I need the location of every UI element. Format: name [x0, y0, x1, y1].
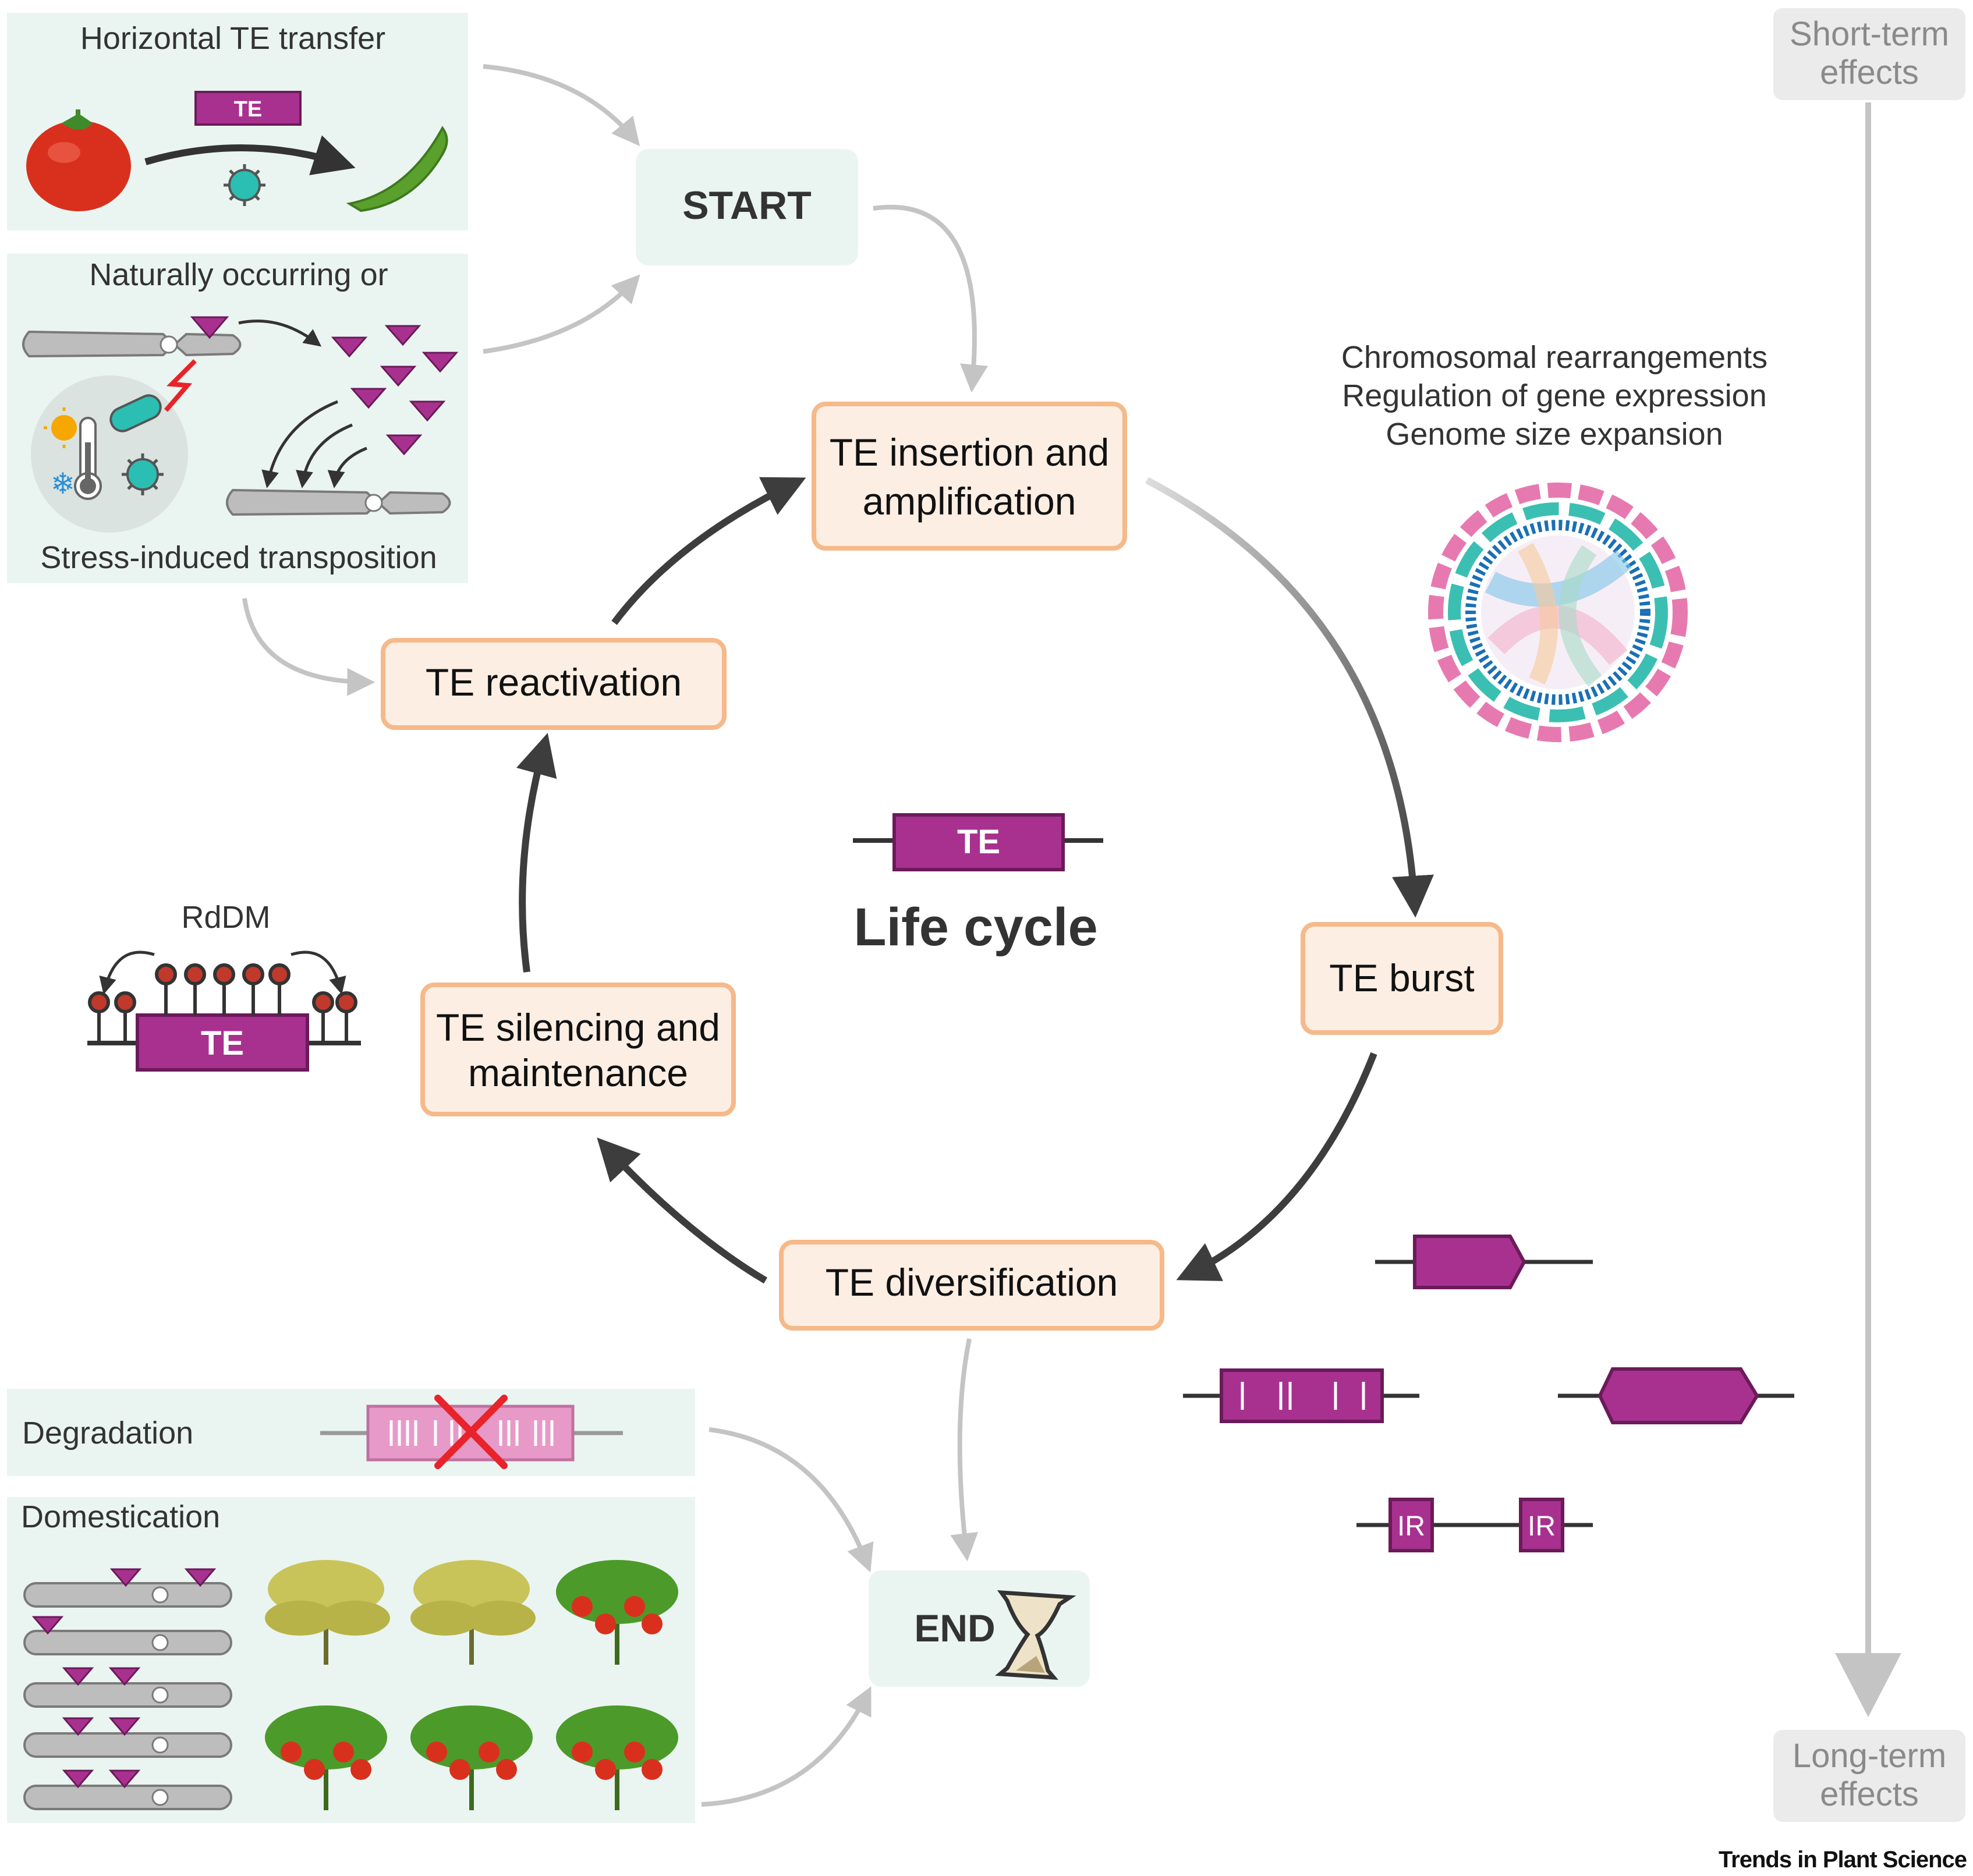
te-variant-mutated: [1183, 1368, 1419, 1423]
tomato-plant-icon: [265, 1705, 387, 1810]
stage-diversification: TE diversification: [779, 1240, 1164, 1331]
wilted-plant-icon: [265, 1560, 390, 1665]
te-copies: [331, 325, 459, 456]
long-term-line-1: Long-term: [1793, 1737, 1946, 1775]
silencing-line-1: TE silencing and: [436, 1006, 720, 1049]
spread-arrow-right: [291, 951, 346, 995]
end-node: END: [869, 1570, 1090, 1687]
short-term-box: [1773, 8, 1965, 100]
virus-icon: [224, 164, 265, 206]
te-variant-inverted-repeats: IR IR: [1356, 1498, 1593, 1552]
arrow-burst-to-diversification: [1176, 1052, 1377, 1281]
bacterium-icon: [109, 394, 162, 432]
rddm-te-element: [136, 1013, 309, 1072]
domestication-label: Domestication: [21, 1499, 220, 1534]
centromeres: [151, 1586, 169, 1806]
insertion-arrows: [261, 400, 367, 488]
domesticated-te-insertions: [31, 1568, 217, 1789]
timeline-arrowhead: [1835, 1653, 1901, 1717]
arrow-silencing-to-reactivation: [516, 733, 557, 973]
cross-icon: [434, 1395, 508, 1469]
horizontal-transfer-panel: Horizontal TE transfer TE: [7, 13, 468, 230]
long-term-line-2: effects: [1820, 1775, 1919, 1813]
life-cycle-title: Life cycle: [853, 898, 1097, 957]
chromosome-icon: [22, 316, 242, 358]
start-label: START: [682, 183, 812, 228]
sun-icon: [44, 407, 84, 448]
stage-insertion: TE insertion and amplification: [812, 402, 1127, 551]
center-te-label: TE: [957, 823, 1000, 861]
long-term-box: [1773, 1730, 1965, 1822]
horizontal-transfer-title: Horizontal TE transfer: [80, 21, 385, 56]
circos-plot-icon: [1428, 483, 1688, 742]
rddm-te-label: TE: [201, 1024, 244, 1062]
start-node: START: [636, 149, 858, 265]
virus-icon: [122, 453, 164, 495]
ir-label-right: IR: [1528, 1511, 1556, 1542]
cycle-arrows: [516, 477, 1434, 1284]
te-variant-truncated: [1375, 1235, 1593, 1289]
tomato-plant-icon: [556, 1560, 678, 1665]
transfer-te-label: TE: [234, 97, 263, 122]
insertion-line-1: TE insertion and: [830, 431, 1110, 474]
stage-burst: TE burst: [1301, 922, 1503, 1035]
methylation-marks: [88, 963, 357, 1043]
effect-line: Chromosomal rearrangements: [1341, 340, 1767, 375]
excision-arrow: [238, 320, 322, 347]
insertion-line-2: amplification: [863, 480, 1076, 523]
burst-label: TE burst: [1329, 956, 1474, 999]
stage-silencing: TE silencing and maintenance: [420, 983, 736, 1116]
ir-label-left: IR: [1397, 1511, 1425, 1542]
spread-arrow-left: [99, 951, 155, 995]
chromosome-stack: [23, 1582, 232, 1810]
stress-title-bottom: Stress-induced transposition: [40, 540, 437, 575]
rddm-illustration: RdDM TE: [87, 900, 361, 1072]
wilted-plant-icon: [410, 1560, 536, 1665]
pea-pod-icon: [346, 126, 448, 212]
tomato-plant-icon: [556, 1705, 678, 1810]
chromosome-icon: [226, 488, 451, 516]
hourglass-icon: [995, 1590, 1076, 1680]
end-label: END: [914, 1607, 995, 1650]
arrow-reactivation-to-insertion: [611, 477, 806, 625]
stress-background: [31, 375, 188, 533]
short-term-line-1: Short-term: [1790, 15, 1949, 53]
effect-line: Regulation of gene expression: [1342, 378, 1767, 413]
effect-line: Genome size expansion: [1386, 417, 1723, 452]
transfer-arrow: [144, 135, 356, 176]
tomato-icon: [26, 109, 131, 211]
start-box: [636, 149, 858, 265]
lightning-icon: [164, 359, 197, 412]
stress-panel: Naturally occurring or: [7, 254, 468, 583]
snowflake-icon: ❄: [51, 467, 75, 500]
rddm-label: RdDM: [181, 900, 270, 935]
te-variant-elongated: [1558, 1367, 1794, 1424]
silencing-line-2: maintenance: [468, 1051, 688, 1094]
timeline: Short-term effects Long-term effects: [1773, 8, 1965, 1822]
degradation-panel: Degradation: [7, 1389, 695, 1476]
effects-list: Chromosomal rearrangements Regulation of…: [1341, 340, 1767, 452]
feeder-arrows: [242, 64, 988, 1807]
journal-credit: Trends in Plant Science: [1719, 1847, 1967, 1873]
transfer-te-element: [194, 91, 302, 126]
short-term-line-2: effects: [1820, 54, 1919, 91]
arrow-diversification-to-silencing: [597, 1137, 768, 1284]
thermometer-icon: [74, 417, 102, 500]
tomato-plant-icon: [410, 1705, 533, 1810]
degradation-label: Degradation: [22, 1416, 193, 1451]
center-te-element: TE: [853, 813, 1103, 871]
diversification-label: TE diversification: [826, 1261, 1118, 1304]
stage-reactivation: TE reactivation: [381, 638, 727, 730]
reactivation-label: TE reactivation: [426, 661, 682, 704]
domestication-panel: Domestication: [7, 1497, 695, 1823]
arrow-insertion-to-burst: [1145, 477, 1434, 918]
stress-title-top: Naturally occurring or: [89, 257, 388, 292]
panel-background: [7, 1497, 695, 1823]
